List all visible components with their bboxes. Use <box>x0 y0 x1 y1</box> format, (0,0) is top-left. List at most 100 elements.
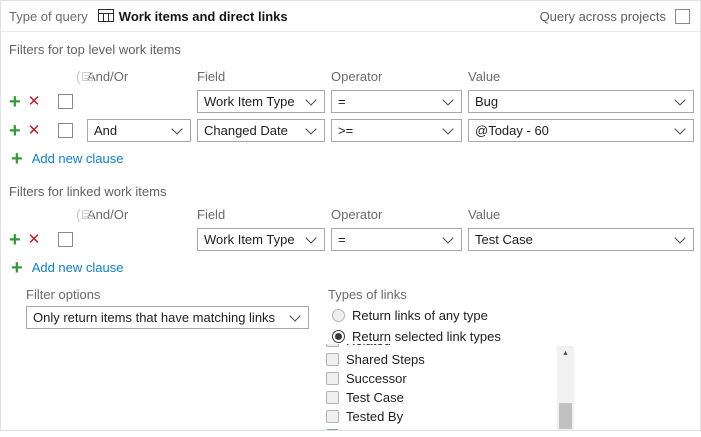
chevron-down-icon <box>442 93 454 106</box>
radio-selected-label: Return selected link types <box>352 329 501 344</box>
value-value: Test Case <box>475 232 533 247</box>
link-type-item[interactable]: ✔ Tests <box>326 426 554 430</box>
value-dropdown[interactable]: Bug <box>468 90 694 113</box>
value-value: @Today - 60 <box>475 123 549 138</box>
link-type-item[interactable]: Tested By <box>326 407 554 426</box>
row-select-checkbox[interactable] <box>58 232 73 247</box>
link-type-label: Test Case <box>346 390 404 405</box>
clause-row: + ✕ Work Item Type = Bug <box>9 90 700 113</box>
group-clauses-icon: ( <box>76 68 93 84</box>
type-of-query-label: Type of query <box>9 8 88 24</box>
checkbox-test-case[interactable] <box>326 391 339 404</box>
filter-options-value: Only return items that have matching lin… <box>33 310 276 325</box>
link-type-label: Tested By <box>346 409 404 424</box>
chevron-down-icon <box>305 93 317 106</box>
operator-dropdown[interactable]: >= <box>331 119 462 142</box>
insert-clause-icon[interactable]: + <box>9 90 21 113</box>
column-header-value: Value <box>468 68 501 84</box>
operator-value: = <box>338 94 346 109</box>
column-header-andor: And/Or <box>87 68 129 84</box>
row-select-checkbox[interactable] <box>58 123 73 138</box>
operator-value: = <box>338 232 346 247</box>
query-type-bar: Type of query Work items and direct link… <box>1 1 700 32</box>
field-value: Work Item Type <box>204 232 295 247</box>
query-type-selector[interactable]: Work items and direct links <box>97 8 288 24</box>
top-filters-column-headers: ( And/Or Field Operator Value <box>9 68 700 84</box>
checkbox-related[interactable] <box>326 344 339 347</box>
checkbox-tests[interactable]: ✔ <box>326 429 339 430</box>
checkbox-tested-by[interactable] <box>326 410 339 423</box>
operator-value: >= <box>338 123 354 138</box>
insert-clause-icon[interactable]: + <box>9 228 21 251</box>
column-header-andor: And/Or <box>87 206 129 222</box>
radio-disabled-icon <box>332 309 345 322</box>
link-type-label: Related <box>346 344 391 348</box>
operator-dropdown[interactable]: = <box>331 228 462 251</box>
column-header-operator: Operator <box>331 206 383 222</box>
chevron-down-icon <box>442 122 454 135</box>
add-new-clause-label: Add new clause <box>31 260 124 275</box>
scroll-down-icon[interactable]: ▼ <box>557 429 574 430</box>
scrollbar[interactable]: ▲ ▼ <box>557 346 574 430</box>
chevron-down-icon <box>305 231 317 244</box>
link-type-item[interactable]: Shared Steps <box>326 350 554 369</box>
field-dropdown[interactable]: Changed Date <box>197 119 325 142</box>
linked-filters-column-headers: ( And/Or Field Operator Value <box>9 206 700 222</box>
link-type-label: Shared Steps <box>346 352 425 367</box>
add-new-clause-label: Add new clause <box>31 151 124 166</box>
radio-return-selected-types[interactable]: Return selected link types <box>332 329 656 344</box>
andor-dropdown[interactable]: And <box>87 119 191 142</box>
query-type-value: Work items and direct links <box>118 8 288 24</box>
link-type-item[interactable]: Test Case <box>326 388 554 407</box>
radio-selected-icon <box>332 330 345 343</box>
field-value: Changed Date <box>204 123 288 138</box>
scrollbar-thumb[interactable] <box>559 403 572 429</box>
linked-filters-section-label: Filters for linked work items <box>9 184 167 199</box>
column-header-field: Field <box>197 206 226 222</box>
row-select-checkbox[interactable] <box>58 94 73 109</box>
checkbox-successor[interactable] <box>326 372 339 385</box>
remove-clause-icon[interactable]: ✕ <box>27 92 41 110</box>
column-header-field: Field <box>197 68 226 84</box>
radio-return-any-type[interactable]: Return links of any type <box>332 308 656 323</box>
link-type-item[interactable]: Successor <box>326 369 554 388</box>
query-across-projects-checkbox[interactable] <box>675 8 690 24</box>
plus-icon: + <box>11 256 23 279</box>
link-type-item[interactable]: Related <box>326 344 554 350</box>
top-filters-section-label: Filters for top level work items <box>9 42 181 57</box>
chevron-down-icon <box>674 231 686 244</box>
chevron-down-icon <box>442 231 454 244</box>
field-dropdown[interactable]: Work Item Type <box>197 228 325 251</box>
column-header-operator: Operator <box>331 68 383 84</box>
chevron-down-icon <box>305 122 317 135</box>
filter-options-label: Filter options <box>26 287 101 302</box>
add-new-clause-link[interactable]: + Add new clause <box>11 147 700 170</box>
link-type-label: Successor <box>346 371 407 386</box>
checkbox-shared-steps[interactable] <box>326 353 339 366</box>
remove-clause-icon[interactable]: ✕ <box>27 121 41 139</box>
chevron-down-icon <box>674 93 686 106</box>
add-new-clause-link[interactable]: + Add new clause <box>11 256 700 279</box>
field-dropdown[interactable]: Work Item Type <box>197 90 325 113</box>
value-value: Bug <box>475 94 499 109</box>
column-header-value: Value <box>468 206 501 222</box>
work-items-direct-links-icon <box>97 9 114 22</box>
andor-value: And <box>94 123 118 138</box>
value-dropdown[interactable]: @Today - 60 <box>468 119 694 142</box>
operator-dropdown[interactable]: = <box>331 90 462 113</box>
remove-clause-icon[interactable]: ✕ <box>27 230 41 248</box>
link-type-label: Tests <box>346 428 376 430</box>
plus-icon: + <box>11 147 23 170</box>
chevron-down-icon <box>289 309 301 322</box>
filter-options-dropdown[interactable]: Only return items that have matching lin… <box>26 306 309 329</box>
insert-clause-icon[interactable]: + <box>9 119 21 142</box>
radio-any-label: Return links of any type <box>352 308 488 323</box>
value-dropdown[interactable]: Test Case <box>468 228 694 251</box>
types-of-links-label: Types of links <box>328 287 407 302</box>
field-value: Work Item Type <box>204 94 295 109</box>
group-clauses-icon: ( <box>76 206 93 222</box>
clause-row: + ✕ Work Item Type = Test Case <box>9 228 700 251</box>
chevron-down-icon <box>171 122 183 135</box>
scroll-up-icon[interactable]: ▲ <box>562 349 569 357</box>
